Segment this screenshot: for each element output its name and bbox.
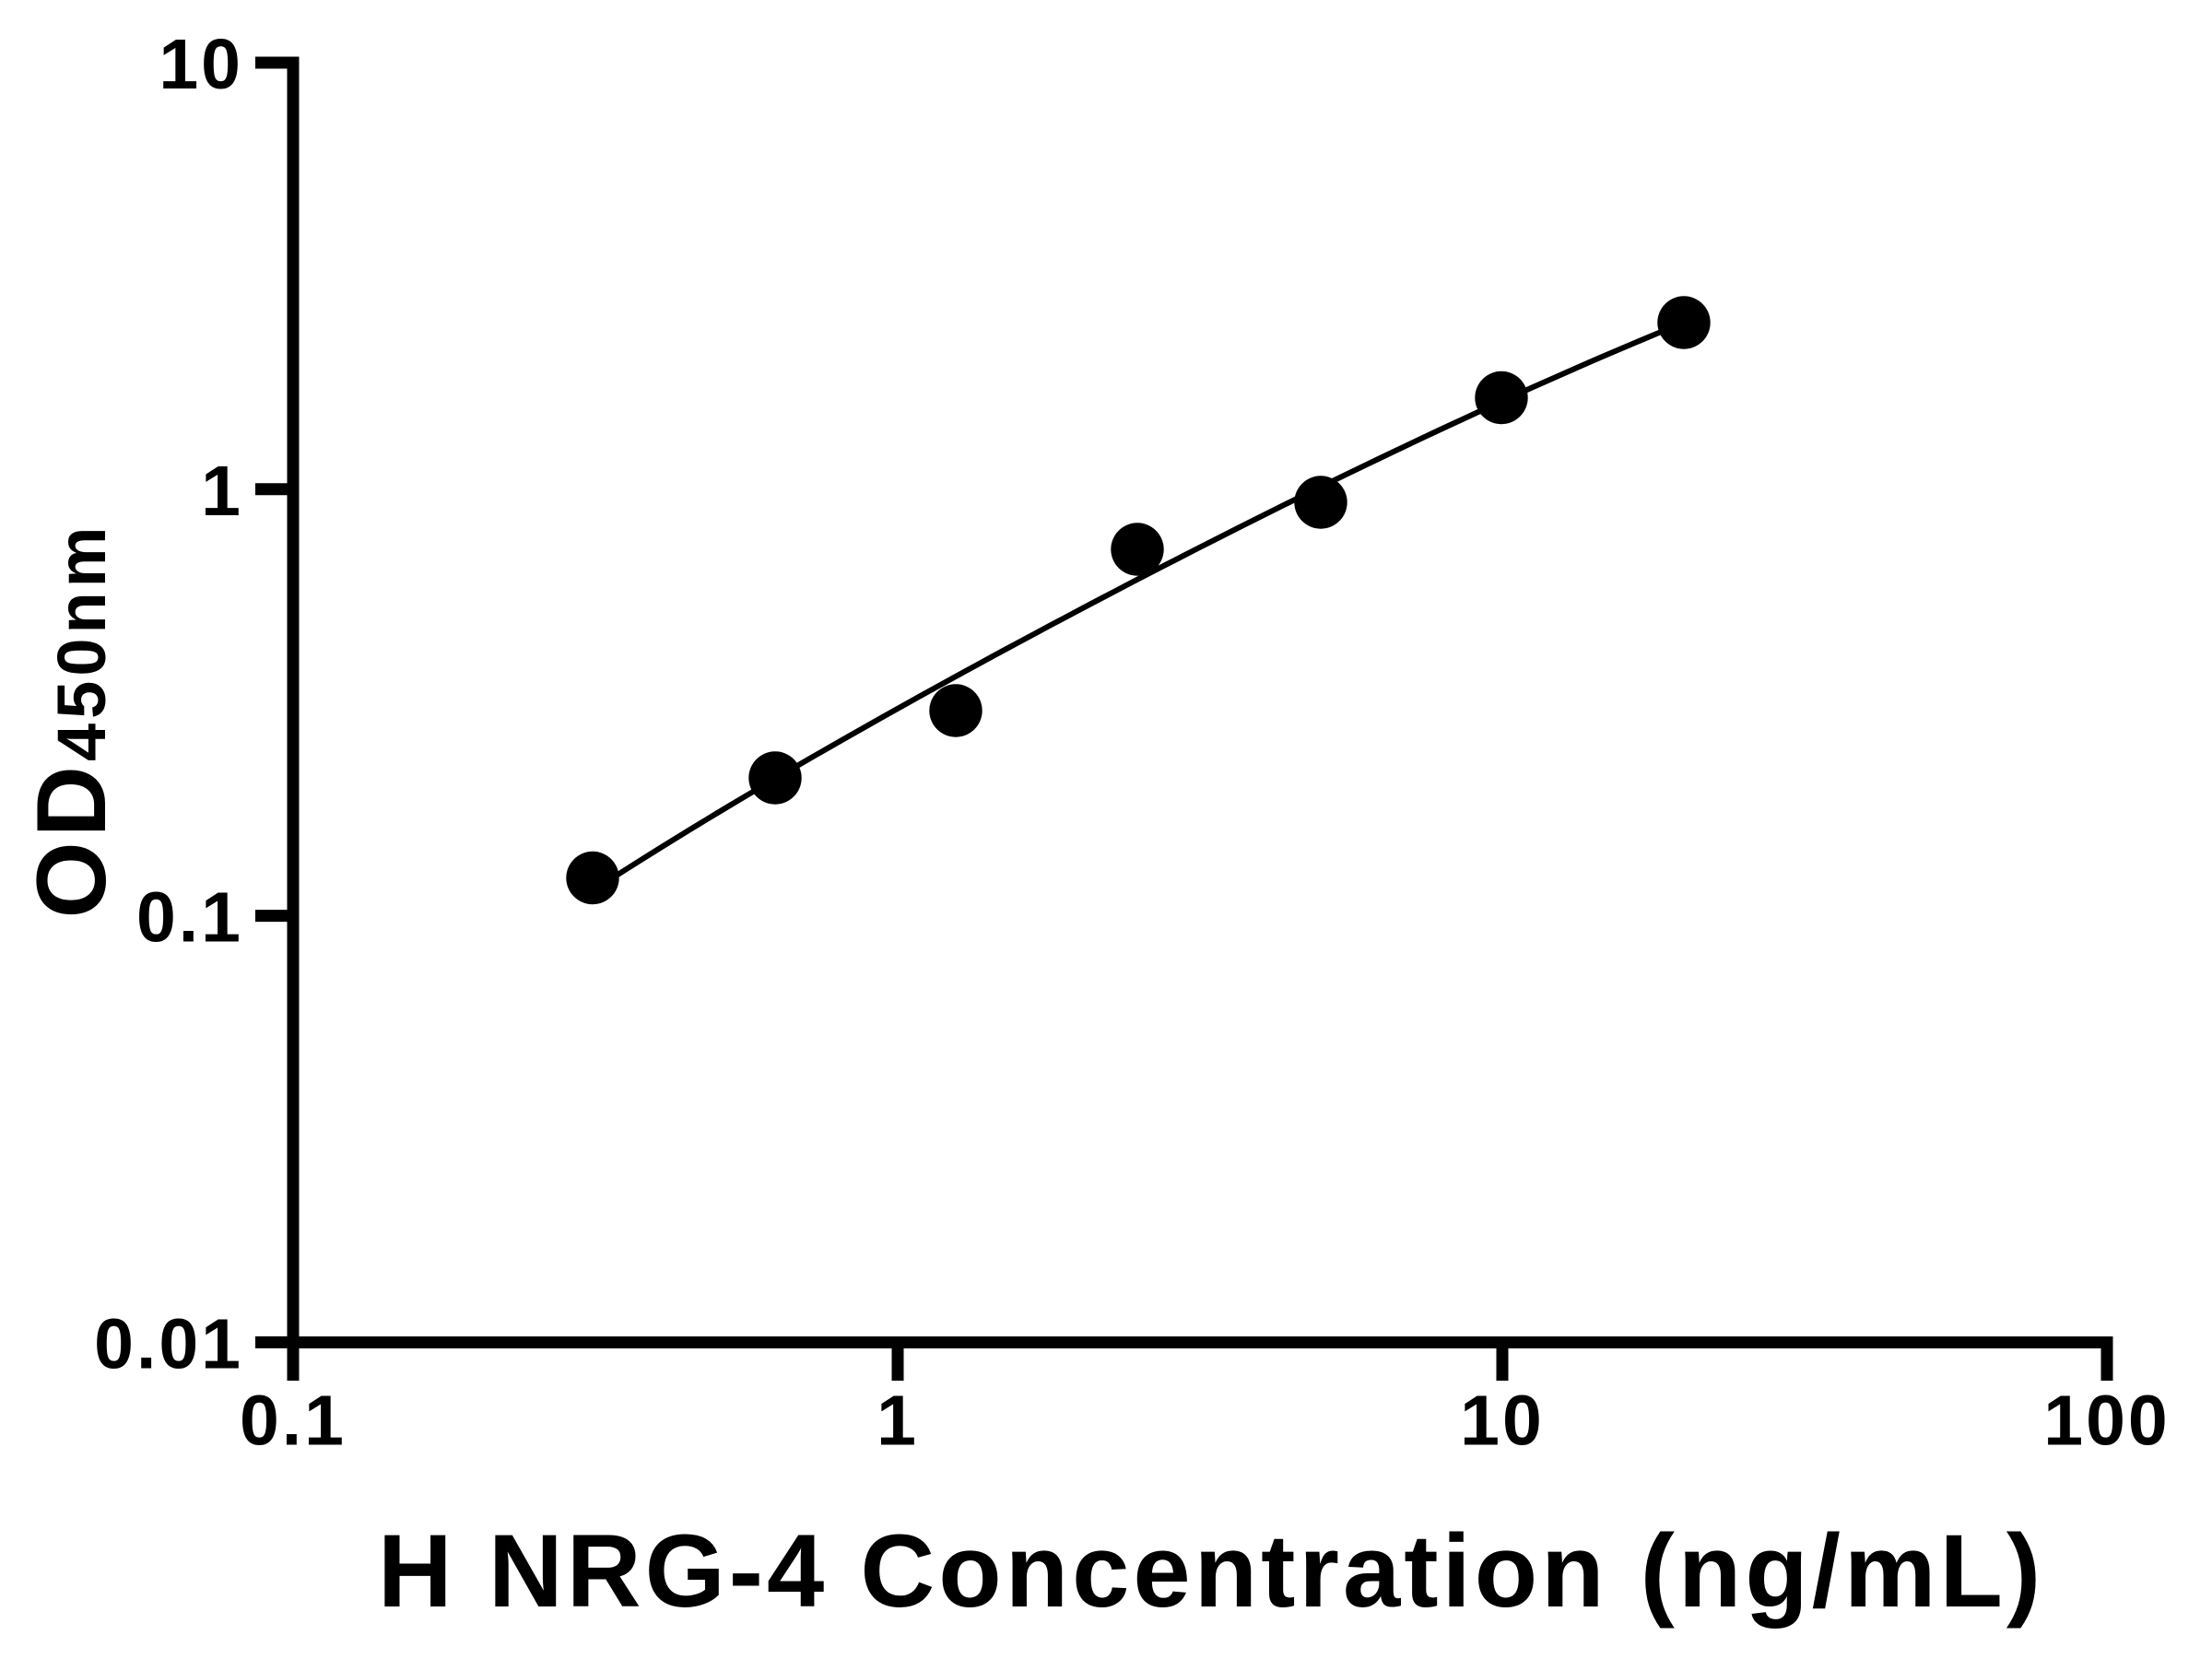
svg-text:10: 10: [159, 25, 243, 104]
svg-text:100: 100: [2043, 1382, 2170, 1461]
svg-text:0.1: 0.1: [240, 1382, 347, 1461]
svg-text:1: 1: [201, 452, 243, 531]
svg-text:0.1: 0.1: [136, 878, 243, 958]
svg-text:OD450nm: OD450nm: [16, 523, 126, 919]
svg-text:1: 1: [877, 1382, 919, 1461]
svg-text:10: 10: [1460, 1382, 1545, 1461]
svg-text:0.01: 0.01: [94, 1304, 243, 1383]
svg-text:H NRG-4 Concentration (ng/mL): H NRG-4 Concentration (ng/mL): [378, 1513, 2044, 1629]
